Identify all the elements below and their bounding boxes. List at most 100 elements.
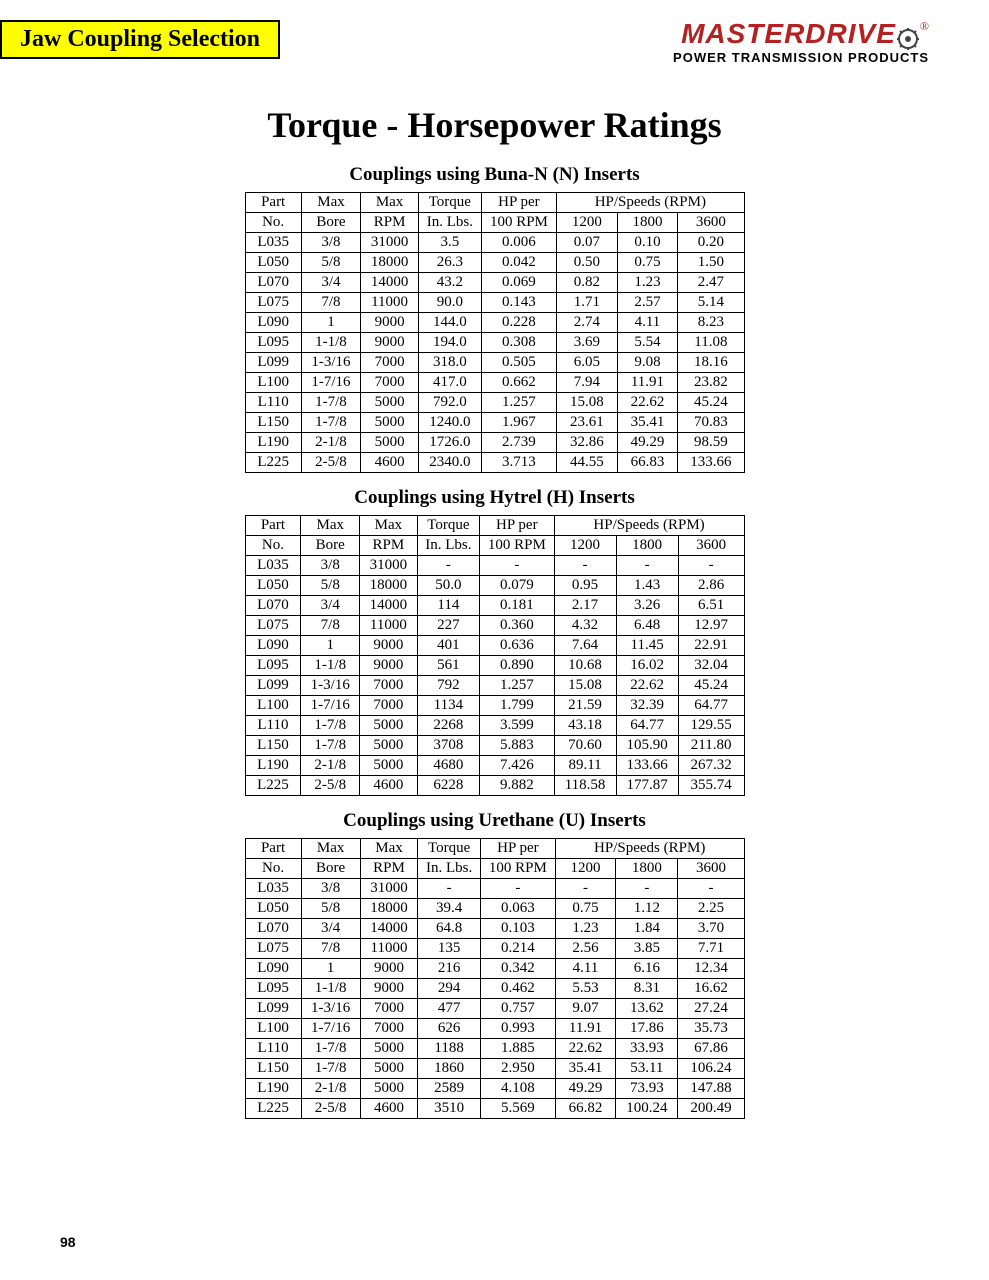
table-cell: 0.20 xyxy=(678,233,744,253)
table-cell: 7000 xyxy=(360,696,418,716)
table-cell: - xyxy=(480,556,554,576)
table-cell: - xyxy=(678,556,744,576)
table-row: L0505/81800039.40.0630.751.122.25 xyxy=(245,899,744,919)
table-cell: 2.25 xyxy=(678,899,744,919)
table-cell: 2-5/8 xyxy=(301,776,360,796)
table-cell: 5000 xyxy=(360,736,418,756)
table-cell: L090 xyxy=(245,313,301,333)
gear-icon xyxy=(896,27,920,51)
table-cell: L225 xyxy=(245,453,301,473)
table-cell: 70.83 xyxy=(678,413,744,433)
table-cell: 1-7/16 xyxy=(301,373,360,393)
col-header: HP per xyxy=(480,839,555,859)
ratings-table: PartMaxMaxTorqueHP perHP/Speeds (RPM)No.… xyxy=(245,515,745,796)
table-cell: 1.43 xyxy=(616,576,678,596)
table-cell: L090 xyxy=(245,959,301,979)
table-cell: 5000 xyxy=(360,1039,418,1059)
table-cell: L070 xyxy=(245,919,301,939)
table-cell: 114 xyxy=(417,596,479,616)
table-cell: 1860 xyxy=(418,1059,481,1079)
table-cell: 1.12 xyxy=(616,899,678,919)
table-cell: 35.41 xyxy=(555,1059,615,1079)
table-row: L2252-5/8460035105.56966.82100.24200.49 xyxy=(245,1099,744,1119)
table-cell: L050 xyxy=(245,253,301,273)
table-cell: 133.66 xyxy=(616,756,678,776)
table-cell: 0.103 xyxy=(480,919,555,939)
table-cell: 9000 xyxy=(360,656,418,676)
table-cell: 0.069 xyxy=(481,273,556,293)
col-header: HP per xyxy=(481,193,556,213)
table-cell: 1 xyxy=(301,636,360,656)
table-cell: 1.799 xyxy=(480,696,554,716)
col-header: 1800 xyxy=(617,213,678,233)
table-header-row: PartMaxMaxTorqueHP perHP/Speeds (RPM) xyxy=(245,839,744,859)
table-cell: 6.48 xyxy=(616,616,678,636)
table-cell: 8.23 xyxy=(678,313,744,333)
col-header: 1800 xyxy=(616,536,678,556)
table-cell: L190 xyxy=(245,756,301,776)
table-cell: 0.181 xyxy=(480,596,554,616)
table-header-row: No.BoreRPMIn. Lbs.100 RPM120018003600 xyxy=(245,536,744,556)
table-cell: 0.143 xyxy=(481,293,556,313)
table-cell: 0.079 xyxy=(480,576,554,596)
table-cell: 11.91 xyxy=(617,373,678,393)
col-header: Part xyxy=(245,839,301,859)
table-cell: 3.26 xyxy=(616,596,678,616)
table-cell: 31000 xyxy=(361,233,419,253)
table-cell: L099 xyxy=(245,353,301,373)
table-cell: 39.4 xyxy=(418,899,481,919)
col-header: Bore xyxy=(301,859,360,879)
table-cell: 3/4 xyxy=(301,273,360,293)
table-cell: 11.08 xyxy=(678,333,744,353)
col-header-group: HP/Speeds (RPM) xyxy=(555,839,744,859)
table-cell: 9000 xyxy=(360,979,418,999)
table-cell: 35.41 xyxy=(617,413,678,433)
table-cell: 43.18 xyxy=(554,716,616,736)
col-header: No. xyxy=(245,536,301,556)
table-cell: 0.360 xyxy=(480,616,554,636)
table-cell: L110 xyxy=(245,1039,301,1059)
table-wrap: PartMaxMaxTorqueHP perHP/Speeds (RPM)No.… xyxy=(0,838,989,1119)
table-cell: 22.62 xyxy=(617,393,678,413)
table-cell: 3.85 xyxy=(616,939,678,959)
table-cell: 16.62 xyxy=(678,979,744,999)
table-cell: 1 xyxy=(301,959,360,979)
table-cell: 11.91 xyxy=(555,1019,615,1039)
table-row: L1101-7/8500011881.88522.6233.9367.86 xyxy=(245,1039,744,1059)
table-cell: 7/8 xyxy=(301,293,360,313)
table-row: L1001-7/16700011341.79921.5932.3964.77 xyxy=(245,696,744,716)
table-cell: 5.53 xyxy=(555,979,615,999)
table-cell: 7.94 xyxy=(557,373,618,393)
table-cell: 792 xyxy=(417,676,479,696)
table-cell: 7000 xyxy=(360,999,418,1019)
table-cell: 2.74 xyxy=(557,313,618,333)
table-cell: 12.34 xyxy=(678,959,744,979)
table-cell: 135 xyxy=(418,939,481,959)
table-cell: L150 xyxy=(245,1059,301,1079)
table-cell: 1.257 xyxy=(481,393,556,413)
table-cell: 8.31 xyxy=(616,979,678,999)
table-cell: 11.45 xyxy=(616,636,678,656)
table-cell: 9.882 xyxy=(480,776,554,796)
table-cell: 2589 xyxy=(418,1079,481,1099)
table-cell: 27.24 xyxy=(678,999,744,1019)
table-cell: 1.967 xyxy=(481,413,556,433)
col-header: RPM xyxy=(360,859,418,879)
col-header: In. Lbs. xyxy=(418,859,481,879)
table-header-row: PartMaxMaxTorqueHP perHP/Speeds (RPM) xyxy=(245,516,744,536)
table-cell: 5.54 xyxy=(617,333,678,353)
table-cell: 22.91 xyxy=(678,636,744,656)
table-cell: 561 xyxy=(417,656,479,676)
table-cell: 0.75 xyxy=(617,253,678,273)
table-cell: 211.80 xyxy=(678,736,744,756)
table-cell: 0.462 xyxy=(480,979,555,999)
table-cell: 147.88 xyxy=(678,1079,744,1099)
table-cell: 3.69 xyxy=(557,333,618,353)
col-header: HP per xyxy=(480,516,554,536)
table-row: L090190002160.3424.116.1612.34 xyxy=(245,959,744,979)
table-cell: 0.006 xyxy=(481,233,556,253)
table-cell: 35.73 xyxy=(678,1019,744,1039)
table-cell: 7/8 xyxy=(301,939,360,959)
table-cell: 14000 xyxy=(361,273,419,293)
table-row: L0757/81100090.00.1431.712.575.14 xyxy=(245,293,744,313)
